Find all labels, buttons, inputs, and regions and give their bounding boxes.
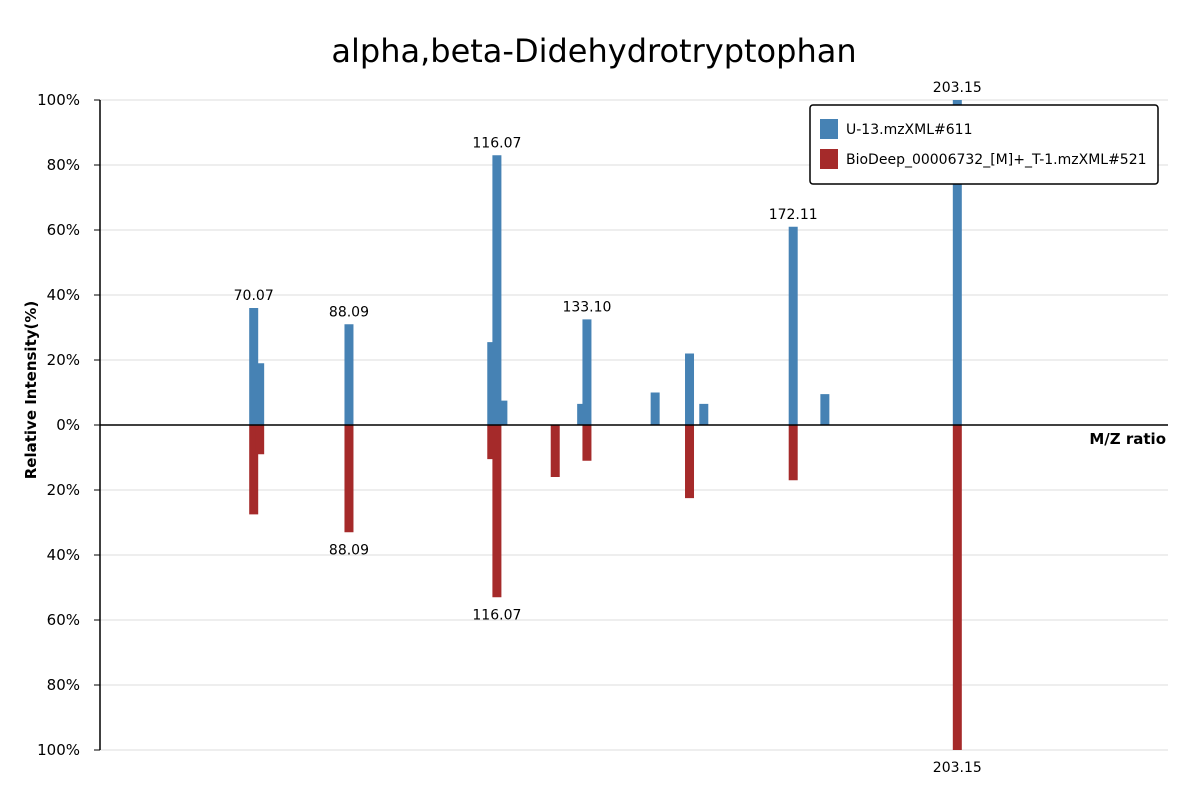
library-peak-bar <box>492 425 502 598</box>
library-peak-bar <box>582 425 592 461</box>
library-peak-bar <box>249 425 259 515</box>
reference-peak-label: 70.07 <box>234 288 274 304</box>
legend-box <box>809 104 1159 185</box>
library-peak-label: 88.09 <box>329 542 369 558</box>
reference-peak-bar <box>788 226 798 425</box>
reference-peak-bar <box>650 392 660 425</box>
reference-peak-bar <box>487 342 497 425</box>
library-peak-label: 116.07 <box>472 607 521 623</box>
reference-peak-bar <box>952 100 962 425</box>
reference-peak-bar <box>582 319 592 425</box>
chart-title: alpha,beta-Didehydrotryptophan <box>331 32 856 70</box>
y-tick-label: 20% <box>47 351 80 369</box>
legend-swatch-reference <box>820 119 838 139</box>
legend-label-library: BioDeep_00006732_[M]+_T-1.mzXML#521 <box>846 152 1147 168</box>
y-tick-label: 20% <box>47 481 80 499</box>
reference-bars <box>249 100 962 425</box>
reference-peak-label: 116.07 <box>472 135 521 151</box>
library-peak-bar <box>685 425 695 499</box>
y-tick-label: 80% <box>47 156 80 174</box>
y-tick-label: 60% <box>47 221 80 239</box>
reference-peak-label: 133.10 <box>562 299 611 315</box>
library-peak-bar <box>487 425 497 460</box>
reference-peak-bar <box>344 324 354 425</box>
x-axis-title: M/Z ratio <box>1089 430 1166 448</box>
reference-peak-bar <box>492 155 502 425</box>
axis-layer <box>99 100 1168 750</box>
library-peak-bar <box>255 425 265 455</box>
library-peak-bar <box>550 425 560 477</box>
reference-peak-bar <box>255 363 265 425</box>
peak-labels: 70.07 88.09 116.07 133.10 172.11 203.15 88.09 1… <box>234 80 982 776</box>
legend: U-13.mzXML#611 BioDeep_00006732_[M]+_T-1… <box>809 104 1159 185</box>
reference-peak-bar <box>577 403 587 425</box>
y-tick-label: 100% <box>37 741 80 759</box>
y-tick-label: 40% <box>47 286 80 304</box>
y-tick-label: 60% <box>47 611 80 629</box>
library-peak-bar <box>788 425 798 481</box>
reference-peak-label: 88.09 <box>329 304 369 320</box>
reference-peak-bar <box>820 394 830 425</box>
y-tick-label: 40% <box>47 546 80 564</box>
y-tick-label: 80% <box>47 676 80 694</box>
y-tick-label: 0% <box>56 416 80 434</box>
reference-peak-label: 172.11 <box>769 207 818 223</box>
reference-peak-bar <box>685 353 695 425</box>
y-axis-title: Relative Intensity(%) <box>22 301 40 480</box>
legend-label-reference: U-13.mzXML#611 <box>846 122 972 138</box>
legend-swatch-library <box>820 149 838 169</box>
library-peak-bar <box>344 425 354 533</box>
library-peak-label: 203.15 <box>933 760 982 776</box>
y-tick-labels: 100% 80% 60% 40% 20% 0% 20% 40% 60% 80% 100% <box>37 91 100 759</box>
reference-peak-bar <box>498 400 508 425</box>
library-peak-bar <box>952 425 962 750</box>
library-bars <box>249 425 962 750</box>
reference-peak-bar <box>699 403 709 425</box>
reference-peak-label: 203.15 <box>933 80 982 96</box>
reference-peak-bar <box>249 308 259 425</box>
y-tick-label: 100% <box>37 91 80 109</box>
